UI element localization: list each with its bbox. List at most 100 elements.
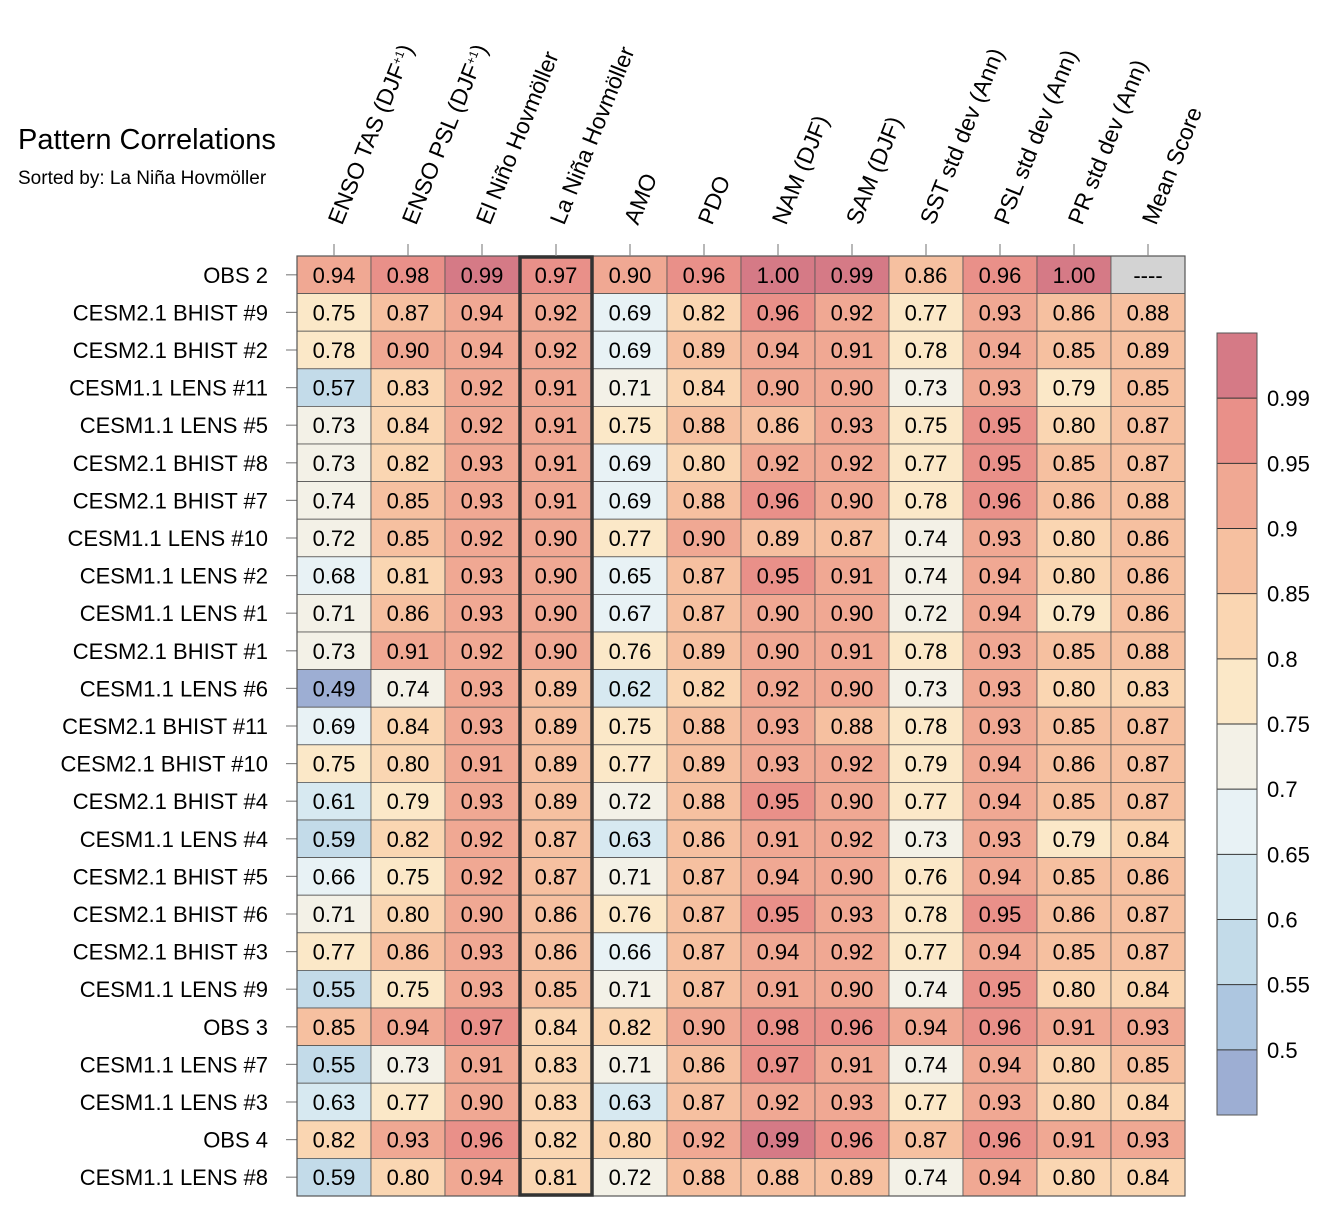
cell-value-label: 0.91 [535, 376, 578, 401]
cell-value-label: 0.80 [1053, 564, 1096, 589]
heatmap-cell [296, 481, 372, 520]
heatmap-cell [1110, 1045, 1186, 1084]
cell-value-label: 0.90 [535, 526, 578, 551]
cell-value-label: 0.88 [757, 1165, 800, 1190]
cell-value-label: 0.84 [683, 376, 726, 401]
cell-value-label: 0.71 [609, 977, 652, 1002]
heatmap-cell [962, 293, 1038, 332]
cell-value-label: 0.85 [1053, 338, 1096, 363]
cell-value-label: 0.89 [535, 714, 578, 739]
heatmap-cell [1036, 368, 1112, 407]
cell-value-label: 0.85 [1053, 940, 1096, 965]
column-header-label: PR std dev (Ann) [1063, 56, 1153, 228]
heatmap-cell [1110, 894, 1186, 934]
heatmap-cell [740, 669, 816, 708]
cell-value-label: 0.85 [387, 488, 430, 513]
cell-value-label: 0.78 [905, 488, 948, 513]
cell-value-label: 0.72 [609, 1165, 652, 1190]
cell-value-label: 0.85 [313, 1015, 356, 1040]
heatmap-cell [1110, 481, 1186, 520]
cell-value-label: 0.76 [609, 902, 652, 927]
heatmap-cell [666, 1158, 742, 1197]
colorbar-segment [1217, 463, 1257, 529]
cell-value-label: 0.93 [1127, 1128, 1170, 1153]
cell-value-label: 0.95 [757, 902, 800, 927]
heatmap-cell [444, 443, 520, 482]
row-label: CESM2.1 BHIST #1 [73, 639, 268, 664]
table-row: 0.82 0.93 0.96 0.82 0.80 0.92 0.99 0.96 0.87 0.96… [296, 1120, 1186, 1159]
heatmap-cell [370, 744, 446, 783]
cell-value-label: 0.72 [905, 601, 948, 626]
heatmap-cell [888, 293, 964, 332]
cell-value-label: 0.74 [905, 977, 948, 1002]
cell-value-label: 0.91 [535, 451, 578, 476]
heatmap-cell [740, 894, 816, 934]
heatmap-cell [296, 518, 372, 558]
cell-value-label: 0.97 [461, 1015, 504, 1040]
table-row: 0.59 0.82 0.92 0.87 0.63 0.86 0.91 0.92 0.73 0.93… [296, 819, 1186, 858]
cell-value-label: 0.94 [757, 338, 800, 363]
cell-value-label: 0.89 [1127, 338, 1170, 363]
row-label: CESM1.1 LENS #9 [80, 977, 268, 1002]
cell-value-label: 0.96 [831, 1128, 874, 1153]
heatmap-cell [370, 293, 446, 332]
cell-value-label: 0.90 [757, 639, 800, 664]
heatmap-cell [592, 443, 668, 482]
heatmap-cell [296, 857, 372, 896]
column-header-label: PDO [693, 172, 736, 228]
cell-value-label: 0.63 [609, 1090, 652, 1115]
cell-value-label: 0.96 [461, 1128, 504, 1153]
cell-value-label: 0.75 [313, 300, 356, 325]
heatmap-cell [592, 970, 668, 1009]
colorbar-segment [1217, 984, 1257, 1050]
cell-value-label: 0.80 [1053, 1165, 1096, 1190]
cell-value-label: 0.65 [609, 564, 652, 589]
cell-value-label: 0.73 [313, 639, 356, 664]
colorbar-tick-label: 0.8 [1267, 647, 1298, 672]
row-label: CESM1.1 LENS #7 [80, 1052, 268, 1077]
cell-value-label: 0.82 [609, 1015, 652, 1040]
cell-value-label: 0.77 [609, 752, 652, 777]
heatmap-cell [370, 1158, 446, 1197]
cell-value-label: 0.63 [609, 827, 652, 852]
cell-value-label: 0.71 [313, 601, 356, 626]
heatmap-cell [296, 744, 372, 783]
heatmap-cell [370, 932, 446, 971]
table-row: 0.55 0.73 0.91 0.83 0.71 0.86 0.97 0.91 0.74 0.94… [296, 1045, 1186, 1084]
heatmap-cell [1110, 1082, 1186, 1122]
heatmap-cell [962, 669, 1038, 708]
cell-value-label: 0.96 [757, 300, 800, 325]
cell-value-label: 0.94 [313, 263, 356, 288]
cell-value-label: 0.84 [1127, 1090, 1170, 1115]
cell-value-label: 0.77 [609, 526, 652, 551]
cell-value-label: 0.92 [831, 300, 874, 325]
cell-value-label: 0.80 [387, 752, 430, 777]
cell-value-label: 0.90 [831, 601, 874, 626]
row-label: CESM1.1 LENS #1 [80, 601, 268, 626]
heatmap-cell [370, 1120, 446, 1159]
cell-value-label: 0.55 [313, 1052, 356, 1077]
heatmap-cell [962, 819, 1038, 858]
cell-value-label: 0.86 [683, 827, 726, 852]
table-row: 0.73 0.91 0.92 0.90 0.76 0.89 0.90 0.91 0.78 0.93… [296, 631, 1186, 670]
table-row: 0.49 0.74 0.93 0.89 0.62 0.82 0.92 0.90 0.73 0.93… [296, 669, 1186, 708]
heatmap-cell [740, 1007, 816, 1046]
heatmap-cell [888, 443, 964, 482]
cell-value-label: 0.93 [387, 1128, 430, 1153]
cell-value-label: 0.71 [609, 864, 652, 889]
heatmap-cell [740, 443, 816, 482]
cell-value-label: 0.92 [757, 1090, 800, 1115]
cell-value-label: 0.77 [313, 940, 356, 965]
cell-value-label: 0.90 [683, 526, 726, 551]
heatmap-cell [888, 255, 964, 294]
heatmap-cell [666, 782, 742, 821]
row-label: CESM1.1 LENS #8 [80, 1165, 268, 1190]
table-row: 0.63 0.77 0.90 0.83 0.63 0.87 0.92 0.93 0.77 0.93… [296, 1082, 1186, 1122]
cell-value-label: 0.94 [461, 1165, 504, 1190]
heatmap-cell [814, 1158, 890, 1197]
cell-value-label: 0.96 [831, 1015, 874, 1040]
heatmap-cell [1036, 594, 1112, 633]
table-row: 0.72 0.85 0.92 0.90 0.77 0.90 0.89 0.87 0.74 0.93… [296, 518, 1186, 558]
cell-value-label: 0.73 [905, 827, 948, 852]
